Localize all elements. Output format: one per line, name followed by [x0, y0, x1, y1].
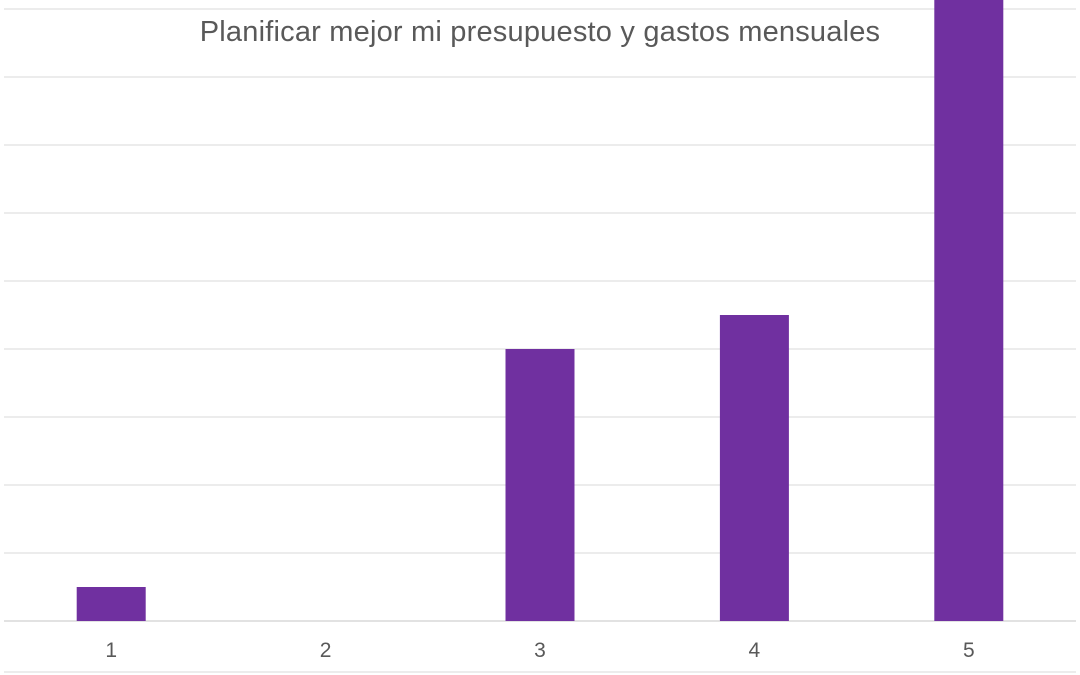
x-tick-label: 2 [320, 639, 332, 662]
x-tick-label: 4 [749, 639, 761, 662]
bar-3 [505, 349, 575, 621]
bars [76, 0, 1004, 621]
chart-title: Planificar mejor mi presupuesto y gastos… [199, 16, 881, 48]
bar-1 [76, 587, 146, 621]
bar-4 [719, 315, 789, 621]
x-tick-label: 3 [534, 639, 546, 662]
x-tick-label: 1 [105, 639, 117, 662]
bar-5 [934, 0, 1004, 621]
x-tick-label: 5 [963, 639, 975, 662]
x-axis-tick-labels: 1 2 3 4 5 [105, 639, 974, 662]
